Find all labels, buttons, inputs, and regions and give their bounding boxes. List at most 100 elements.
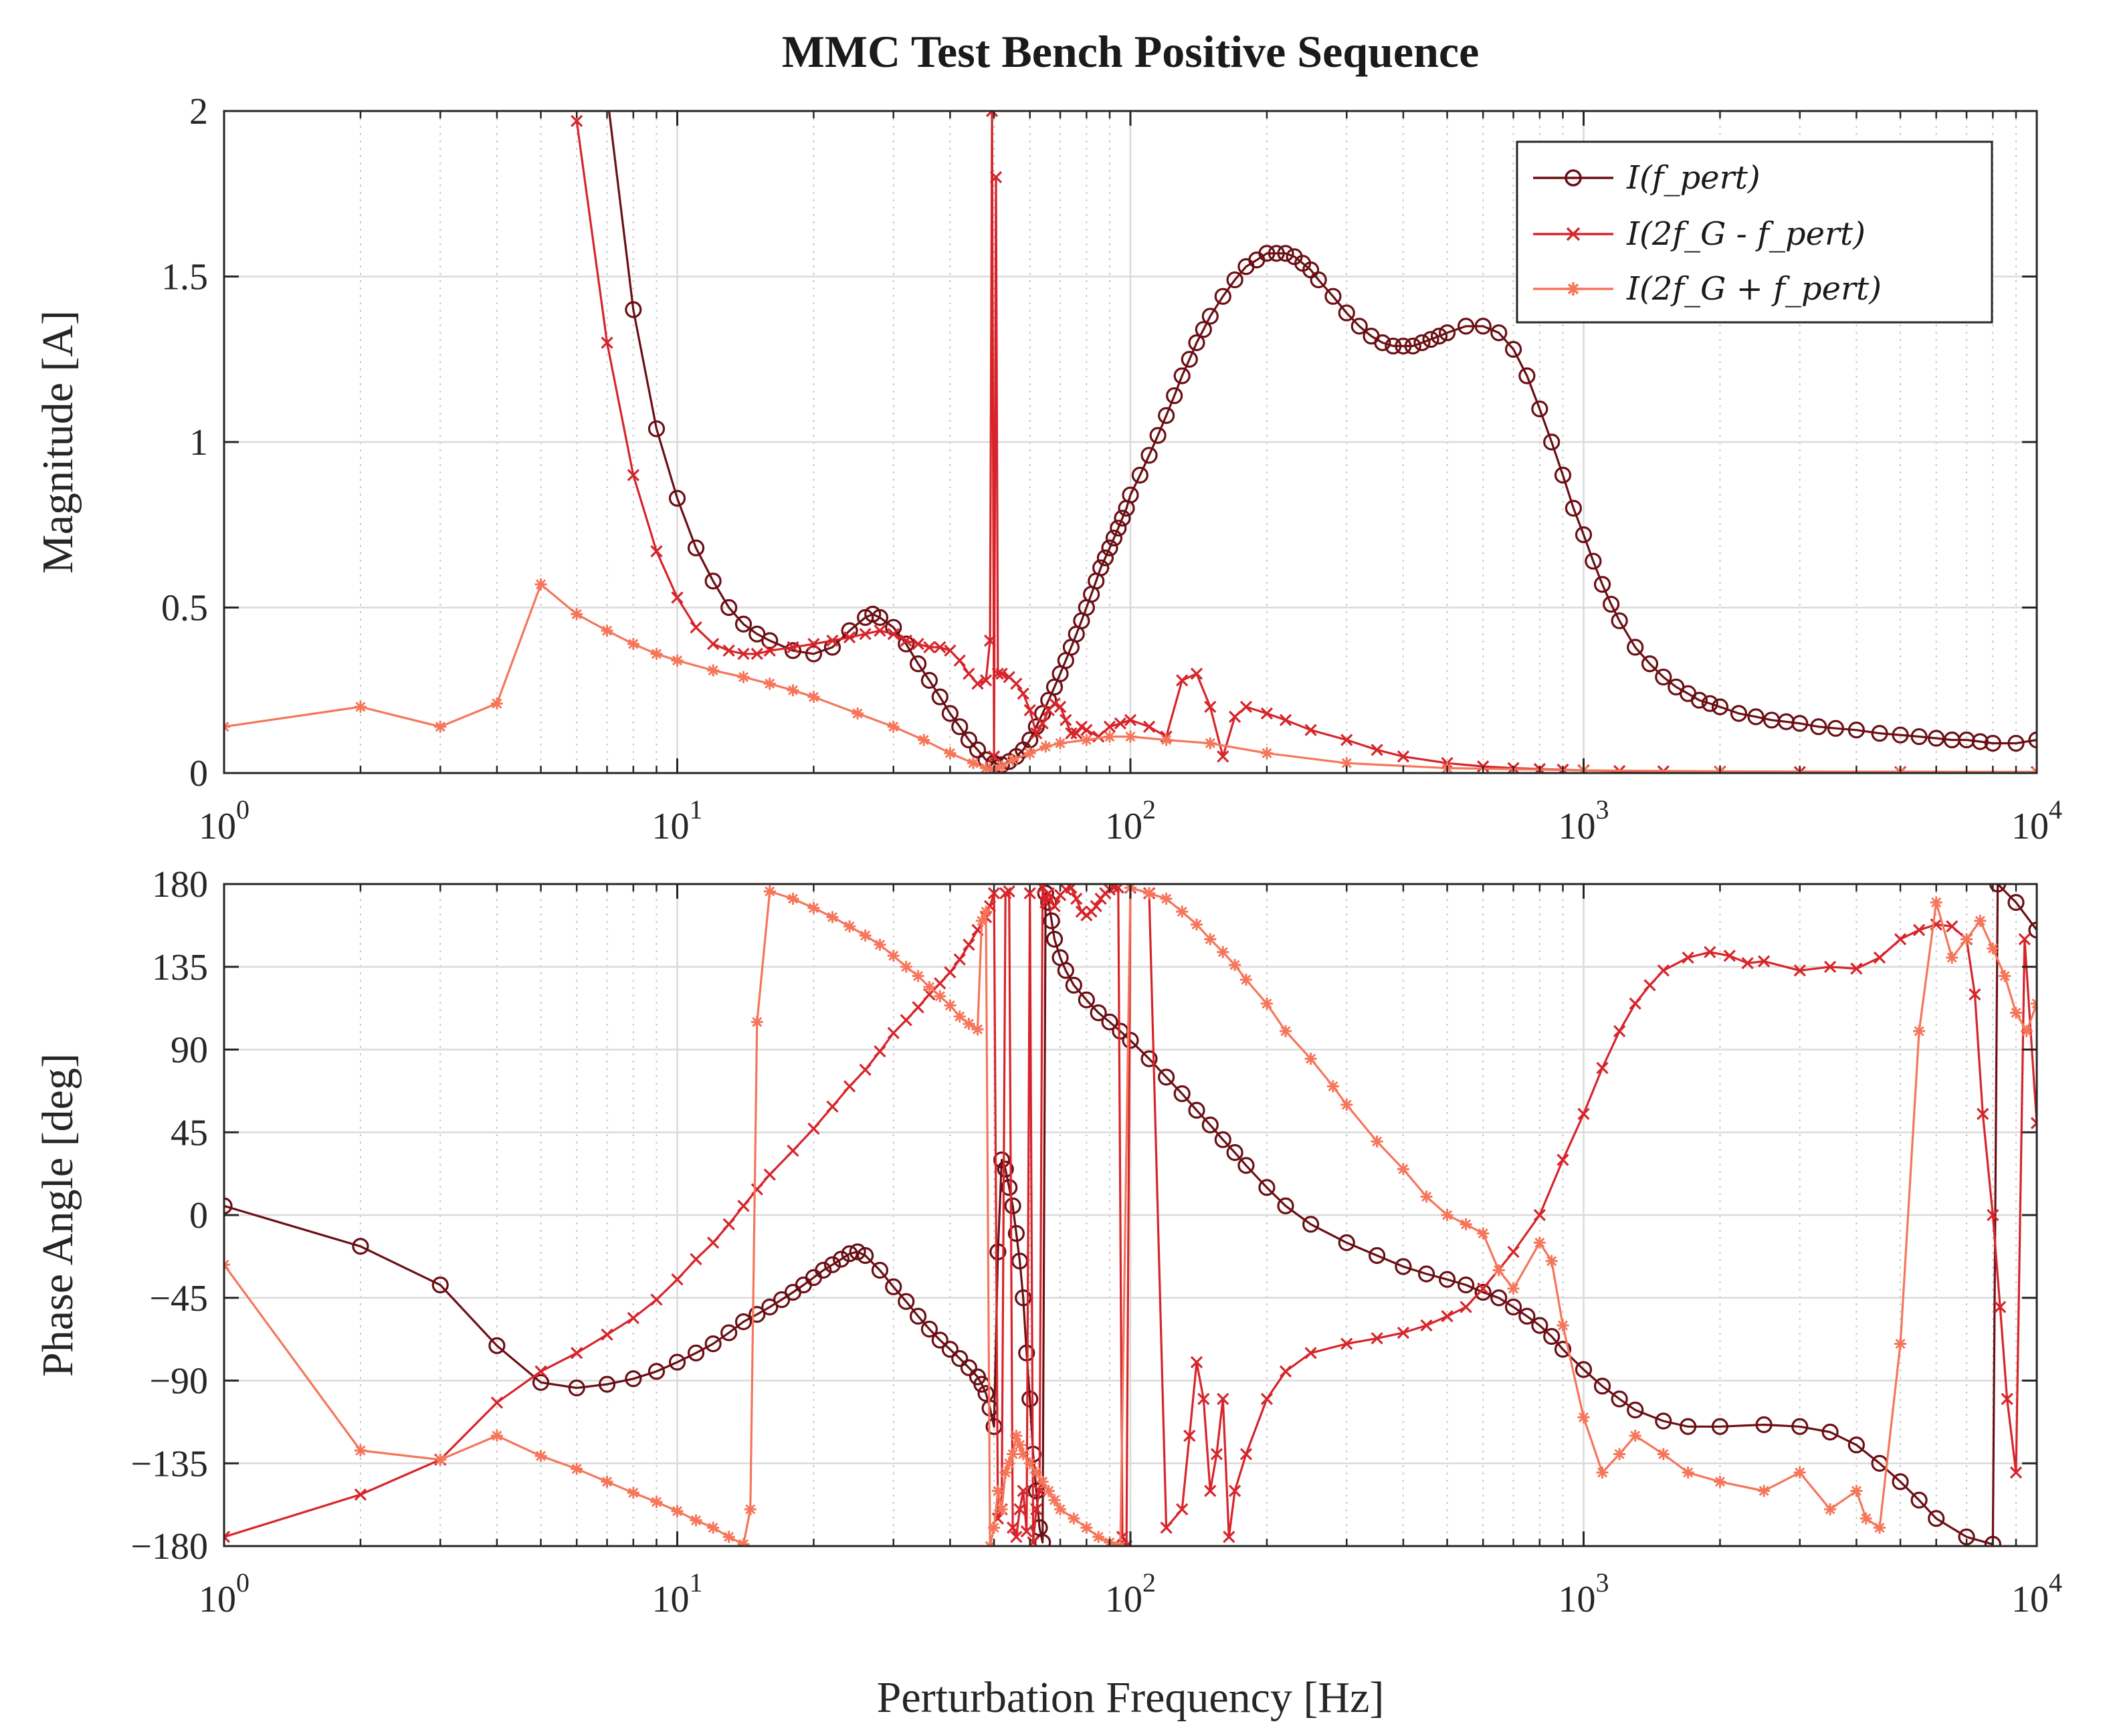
series-3-point <box>1533 1236 1546 1249</box>
series-3-point <box>671 654 684 667</box>
series-3-point <box>991 1485 1004 1497</box>
series-1-point <box>1593 576 1611 593</box>
series-1-point <box>1034 705 1051 722</box>
series-2-point <box>1260 1392 1274 1406</box>
series-1-point <box>1457 318 1475 335</box>
legend-marker-2 <box>1566 227 1581 241</box>
magnitude-ylabel: Magnitude [A] <box>33 310 82 574</box>
series-3-point <box>1042 1485 1055 1497</box>
series-1-point <box>951 1349 969 1368</box>
series-1-point <box>1092 559 1110 576</box>
series-3-point <box>1260 747 1273 760</box>
series-3-point <box>1104 730 1116 743</box>
series-1-point <box>568 1379 585 1397</box>
series-1-point <box>1214 288 1231 305</box>
series-1-point <box>1395 337 1412 355</box>
series-3-point <box>490 1430 503 1442</box>
series-1-point <box>1417 1265 1435 1283</box>
series-1-point <box>625 301 642 318</box>
x-axis-label: Perturbation Frequency [Hz] <box>877 1673 1385 1722</box>
series-1-point <box>1149 427 1167 444</box>
series-1-point <box>1680 1418 1697 1435</box>
y-tick-label: 1.5 <box>161 257 208 298</box>
series-2-point <box>1682 951 1694 964</box>
series-1-point <box>1021 1390 1039 1408</box>
series-2-point <box>1204 1485 1217 1497</box>
series-3-point <box>1758 1485 1771 1497</box>
series-1-point <box>1474 318 1492 335</box>
series-2-point <box>1420 1319 1433 1332</box>
series-1-point <box>1101 1013 1118 1030</box>
series-2-point <box>763 644 776 657</box>
x-tick-label: 100 <box>199 1567 249 1620</box>
series-2-point <box>650 545 663 558</box>
series-2-point <box>737 1200 750 1212</box>
series-2-point <box>995 667 1008 680</box>
series-2-point <box>1048 899 1061 913</box>
series-2-point <box>627 1311 639 1325</box>
series-1-point <box>1701 695 1718 712</box>
series-3-point <box>1894 1337 1907 1350</box>
series-2-point <box>690 1253 702 1266</box>
x-tick-label: 103 <box>1559 1567 1609 1620</box>
series-2-point <box>934 977 946 990</box>
y-tick-label: 45 <box>171 1112 208 1154</box>
series-2-point <box>859 1063 872 1076</box>
series-1-point <box>1302 1216 1320 1233</box>
series-2-point <box>1114 717 1127 730</box>
series-1-point <box>931 688 948 706</box>
series-2-point <box>859 627 872 641</box>
magnitude-subplot: 0 0.5 1 1.5 2 100 101 102 103 104 Magnitude [A] I… <box>33 91 2062 847</box>
series-2-point <box>979 674 993 687</box>
series-2-point <box>1116 1531 1129 1543</box>
series-2-point <box>750 1183 763 1196</box>
series-1-point <box>704 1335 722 1353</box>
series-2-point <box>807 637 820 651</box>
series-3-point <box>1824 1503 1837 1515</box>
series-1-point <box>941 705 959 722</box>
series-3-point <box>1260 997 1273 1010</box>
series-2-point <box>1103 720 1116 733</box>
series-2-point <box>1183 1429 1196 1442</box>
series-2-point <box>1048 697 1061 710</box>
series-1-point <box>1214 1131 1231 1148</box>
series-1-point <box>720 1324 738 1341</box>
legend-box <box>1516 140 1993 324</box>
series-2-point <box>1850 962 1863 975</box>
series-1-point <box>1122 486 1139 504</box>
series-2-point <box>1969 988 1981 1001</box>
series-1-point <box>1188 1101 1205 1119</box>
x-tick-label: 100 <box>199 794 249 847</box>
series-2-point <box>1036 717 1049 730</box>
series-1-point <box>1188 334 1205 352</box>
series-3-point <box>1545 1255 1558 1267</box>
series-2-point <box>1023 887 1036 899</box>
series-1-point <box>960 1359 978 1376</box>
series-2-point <box>934 641 946 654</box>
series-2-point <box>1873 951 1886 964</box>
series-3-point <box>843 920 856 933</box>
series-2-point <box>1657 964 1670 977</box>
series-1-point <box>1065 976 1082 994</box>
series-2-point <box>737 647 750 660</box>
series-3-point <box>1023 1457 1036 1470</box>
series-1-point <box>1258 1179 1276 1196</box>
series-1-point <box>2028 731 2037 749</box>
series-2-point <box>971 677 984 690</box>
series-2-point <box>1643 979 1656 992</box>
series-2-point <box>1577 1107 1590 1120</box>
series-2-point <box>2030 1117 2037 1129</box>
series-1-point <box>1791 1418 1809 1435</box>
series-1-point <box>1374 334 1391 352</box>
series-3-point <box>534 1450 547 1462</box>
series-1-point <box>488 1337 506 1354</box>
series-2-point <box>2009 1466 2023 1479</box>
series-1-point <box>1611 612 1628 629</box>
series-3-point <box>1160 734 1173 746</box>
series-2-point <box>1757 955 1771 968</box>
series-2-point <box>1160 1521 1173 1534</box>
series-3-point <box>534 578 547 590</box>
phase-series-group <box>224 884 2037 1546</box>
series-1-point <box>761 632 779 649</box>
